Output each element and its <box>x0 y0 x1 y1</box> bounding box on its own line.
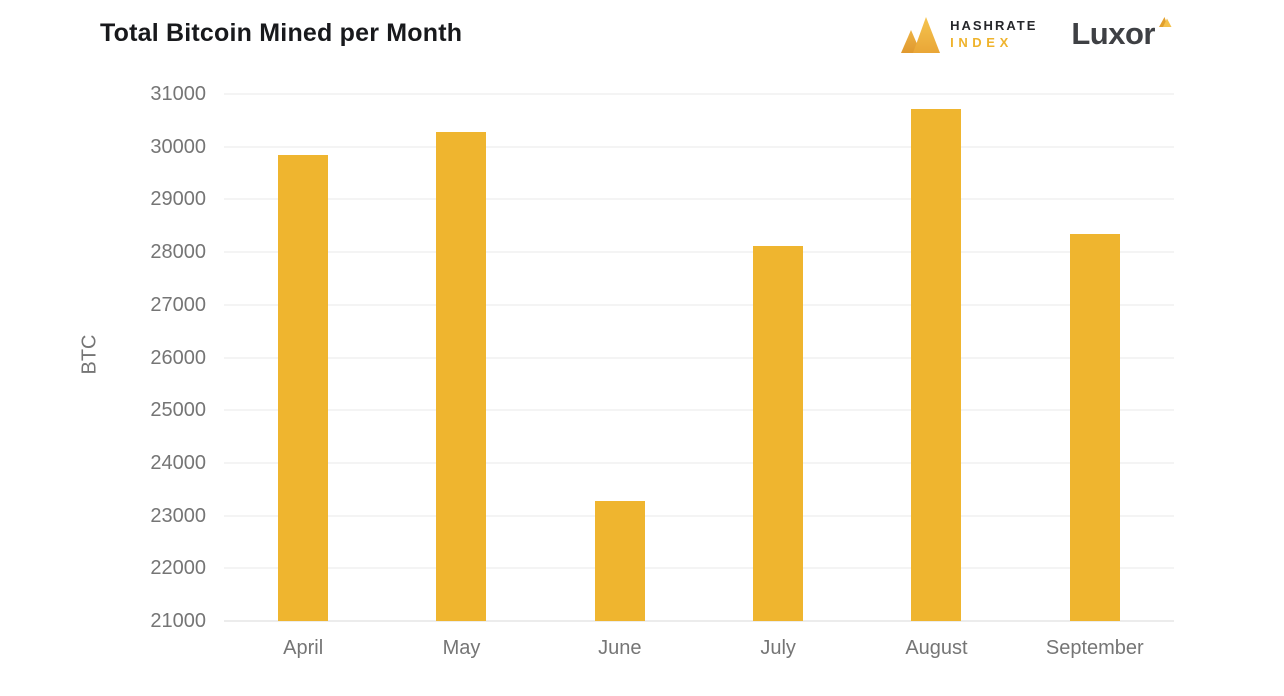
hashrate-index-wordmark: HASHRATE INDEX <box>950 17 1037 51</box>
plot-area <box>224 93 1174 622</box>
bar-may[interactable] <box>436 132 487 621</box>
gridline-23000 <box>224 515 1174 517</box>
x-tick-label-july: July <box>760 637 796 659</box>
gridline-21000 <box>224 620 1174 622</box>
y-tick-label-30000: 30000 <box>150 135 206 158</box>
y-tick-label-25000: 25000 <box>150 399 206 422</box>
y-axis-tick-labels: 21000 22000 23000 24000 25000 26000 27000 28000… <box>0 83 206 632</box>
bar-slot-may <box>382 94 540 621</box>
y-tick-label-31000: 31000 <box>150 83 206 105</box>
gridline-24000 <box>224 462 1174 464</box>
brand-area: HASHRATE INDEX Luxor <box>898 15 1172 53</box>
y-tick-label-28000: 28000 <box>150 241 206 264</box>
x-tick-label-may: May <box>442 637 481 659</box>
y-tick-label-22000: 22000 <box>150 557 206 580</box>
bar-april[interactable] <box>278 155 329 621</box>
x-tick-label-april: April <box>283 637 324 659</box>
bar-slot-april <box>224 94 382 621</box>
y-tick-label-29000: 29000 <box>150 188 206 211</box>
bar-slot-july <box>699 94 857 621</box>
x-tick-label-september: September <box>1045 637 1144 659</box>
bar-september[interactable] <box>1069 234 1120 621</box>
bar-august[interactable] <box>911 108 962 621</box>
gridline-31000 <box>224 93 1174 95</box>
gridline-30000 <box>224 146 1174 148</box>
bar-slot-september <box>1016 94 1174 621</box>
bar-july[interactable] <box>753 245 804 621</box>
page-title: Total Bitcoin Mined per Month <box>100 19 463 47</box>
gridline-29000 <box>224 198 1174 200</box>
y-tick-label-26000: 26000 <box>150 346 206 369</box>
x-tick-label-august: August <box>905 637 968 659</box>
gridline-26000 <box>224 357 1174 358</box>
index-wordmark-text: INDEX <box>950 35 1013 50</box>
gridline-22000 <box>224 567 1174 569</box>
bar-slot-august <box>857 94 1015 621</box>
hashrate-index-mountain-icon <box>901 17 941 53</box>
gridline-27000 <box>224 304 1174 306</box>
y-tick-label-24000: 24000 <box>150 451 206 474</box>
bar-june[interactable] <box>594 501 645 621</box>
bar-series <box>224 94 1174 621</box>
luxor-wordmark-text: Luxor <box>1071 16 1155 51</box>
hashrate-wordmark-text: HASHRATE <box>950 18 1038 33</box>
gridline-28000 <box>224 251 1174 253</box>
y-tick-label-23000: 23000 <box>150 504 206 527</box>
x-tick-label-june: June <box>598 637 642 659</box>
x-axis-tick-labels: April May June July August September <box>224 635 1174 661</box>
gridline-25000 <box>224 409 1174 411</box>
y-tick-label-21000: 21000 <box>150 610 206 632</box>
luxor-logo: Luxor <box>1071 16 1172 52</box>
bar-slot-june <box>541 94 699 621</box>
y-tick-label-27000: 27000 <box>150 293 206 316</box>
hashrate-index-logo: HASHRATE INDEX <box>898 15 1037 53</box>
luxor-triangle-icon <box>1159 17 1172 27</box>
